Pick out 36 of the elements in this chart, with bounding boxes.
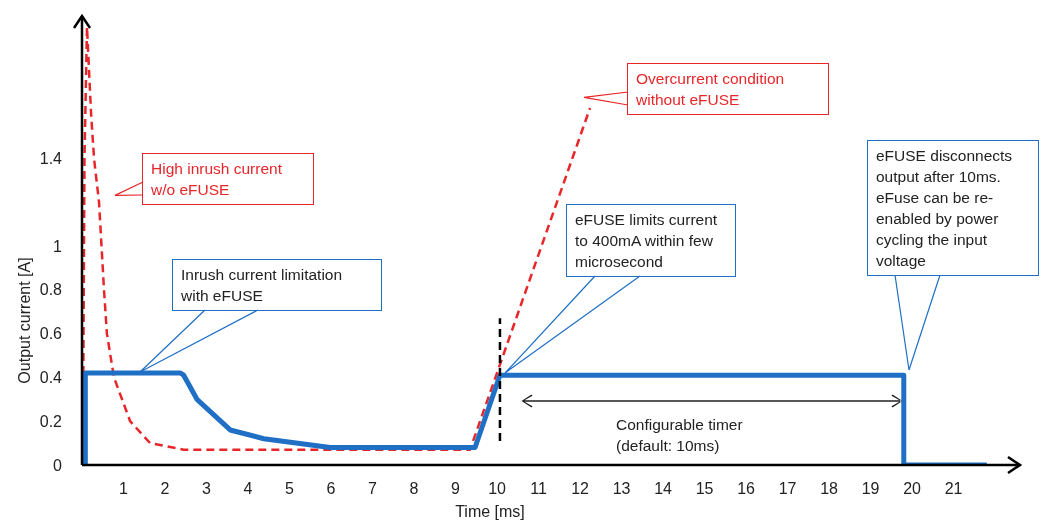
annotation: Inrush current limitation with eFUSE [172,259,382,311]
y-tick-label: 0 [53,456,63,474]
x-tick-label: 8 [409,480,419,498]
annotation: eFUSE limits current to 400mA within few microsecond [566,204,736,277]
x-tick-label: 3 [202,480,212,498]
x-tick-label: 4 [243,480,253,498]
y-tick-label: 1 [53,237,63,255]
x-tick-label: 9 [451,480,461,498]
x-tick-label: 16 [737,480,756,498]
y-tick-label: 0.4 [39,369,63,387]
y-tick-label: 0.6 [39,325,63,343]
x-tick-label: 15 [695,480,714,498]
x-tick-label: 1 [119,480,129,498]
x-tick-label: 12 [571,480,590,498]
y-tick-label: 0.2 [39,412,63,430]
x-tick-label: 19 [861,480,880,498]
x-tick-label: 13 [612,480,631,498]
y-tick-label: 1.4 [39,150,63,168]
y-axis-title: Output current [A] [16,257,33,384]
x-tick-label: 18 [820,480,839,498]
x-tick-label: 10 [488,480,507,498]
x-tick-label: 7 [368,480,378,498]
annotation: eFUSE disconnects output after 10ms. eFuse can be re-enabled by power cycling the input voltage [867,140,1039,276]
annotation: Configurable timer (default: 10ms) [615,415,744,456]
x-tick-label: 2 [160,480,170,498]
x-tick-label: 6 [326,480,336,498]
x-tick-label: 14 [654,480,673,498]
annotation: High inrush current w/o eFUSE [142,153,314,205]
x-tick-label: 5 [285,480,295,498]
x-tick-label: 21 [944,480,963,498]
x-tick-label: 17 [778,480,797,498]
annotation: Overcurrent condition without eFUSE [627,63,829,115]
y-tick-label: 0.8 [39,281,63,299]
x-axis-title: Time [ms] [455,503,525,520]
x-tick-label: 20 [903,480,922,498]
x-tick-label: 11 [530,480,547,498]
